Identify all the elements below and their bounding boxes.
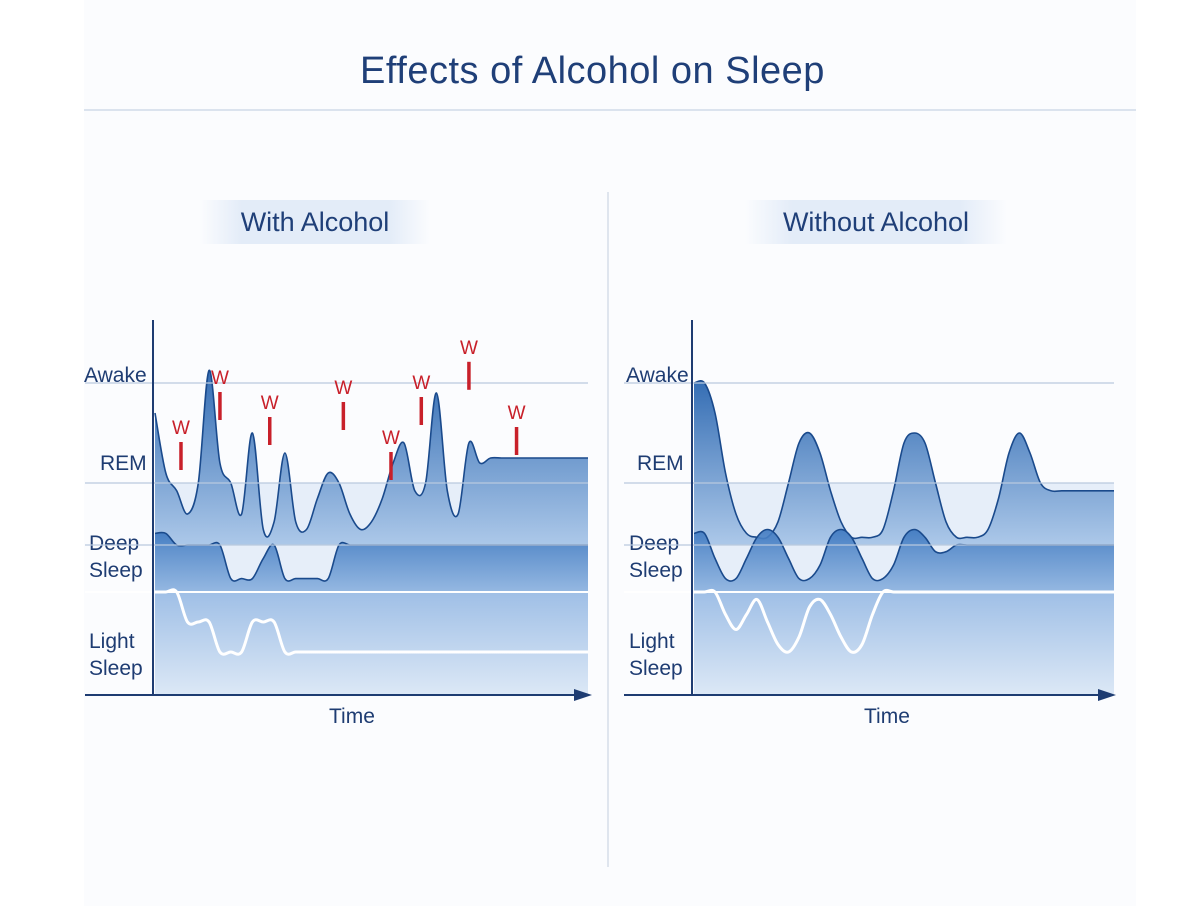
light-sleep-band	[694, 592, 1114, 695]
x-label-time-right: Time	[864, 705, 910, 728]
wake-label: W	[508, 403, 526, 424]
y-label-light-left: Light Sleep	[89, 630, 143, 680]
chart-with-alcohol: W W W W W W W W	[85, 320, 592, 701]
wake-label: W	[172, 418, 190, 439]
wake-label: W	[261, 393, 279, 414]
wake-label: W	[412, 373, 430, 394]
chart-without-alcohol	[624, 320, 1116, 701]
panel-title-with-alcohol: With Alcohol	[200, 200, 430, 244]
series-rem-line	[154, 369, 588, 538]
y-label-awake-right: Awake	[626, 364, 689, 387]
light-sleep-band	[155, 592, 588, 695]
wake-label: W	[211, 368, 229, 389]
y-label-awake-left: Awake	[84, 364, 147, 387]
y-label-rem-left: REM	[100, 452, 147, 475]
wake-label: W	[460, 338, 478, 359]
x-label-time-left: Time	[329, 705, 375, 728]
series-rem-area	[155, 370, 588, 545]
y-label-deep-left: Deep Sleep	[89, 532, 143, 582]
series-rem-area	[694, 380, 1114, 545]
page-background	[84, 0, 1136, 906]
x-axis-arrow-icon	[1098, 689, 1116, 701]
series-deep-area	[155, 532, 588, 592]
panel-title-without-alcohol: Without Alcohol	[745, 200, 1007, 244]
panel-divider	[607, 192, 609, 867]
y-label-light-right: Light Sleep	[629, 630, 683, 680]
x-axis-arrow-icon	[574, 689, 592, 701]
title-divider	[84, 109, 1136, 111]
wake-label: W	[334, 378, 352, 399]
series-light-line	[155, 588, 588, 656]
y-label-deep-right: Deep Sleep	[629, 532, 683, 582]
page-title: Effects of Alcohol on Sleep	[360, 50, 825, 92]
y-label-rem-right: REM	[637, 452, 684, 475]
wake-label: W	[382, 428, 400, 449]
